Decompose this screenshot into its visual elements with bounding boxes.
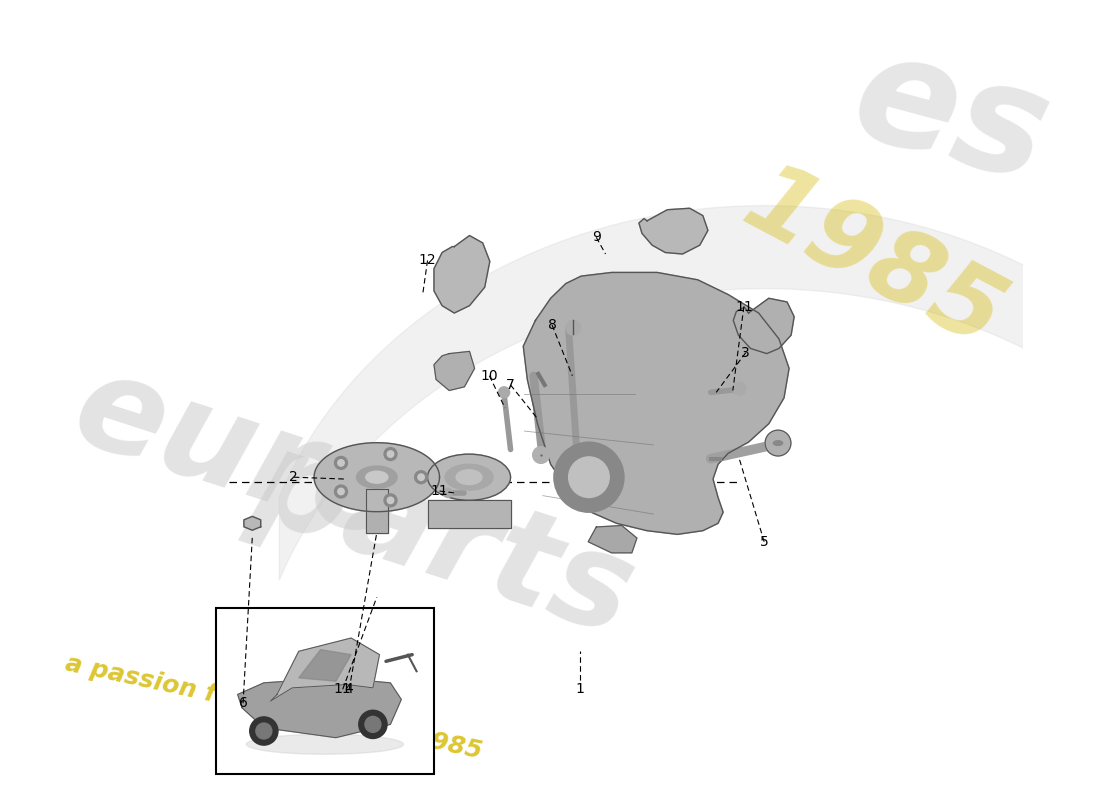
Text: 3: 3	[741, 346, 750, 360]
Text: 11: 11	[333, 682, 352, 696]
Ellipse shape	[356, 466, 397, 488]
Text: 5: 5	[760, 534, 769, 549]
Text: 1: 1	[575, 682, 584, 696]
Circle shape	[334, 485, 348, 498]
Text: 9: 9	[592, 230, 601, 244]
Polygon shape	[434, 351, 474, 390]
Text: 11: 11	[735, 299, 752, 314]
Polygon shape	[428, 500, 510, 528]
Text: 4: 4	[344, 682, 353, 696]
Text: a passion for parts since 1985: a passion for parts since 1985	[63, 651, 484, 763]
Circle shape	[365, 717, 381, 732]
Text: euro: euro	[58, 343, 420, 569]
Text: 7: 7	[506, 378, 515, 392]
Circle shape	[334, 457, 348, 470]
Circle shape	[733, 382, 746, 395]
Polygon shape	[315, 442, 440, 512]
Polygon shape	[524, 273, 789, 534]
Circle shape	[384, 494, 397, 507]
Circle shape	[384, 447, 397, 461]
Text: 6: 6	[239, 696, 248, 710]
Polygon shape	[244, 516, 261, 530]
Polygon shape	[238, 678, 402, 738]
Polygon shape	[734, 298, 794, 354]
Ellipse shape	[365, 471, 388, 483]
Circle shape	[565, 321, 581, 335]
Circle shape	[359, 710, 387, 738]
Circle shape	[554, 442, 624, 512]
Circle shape	[569, 457, 609, 498]
Text: parts: parts	[239, 419, 649, 661]
Polygon shape	[639, 208, 708, 254]
Ellipse shape	[456, 470, 482, 485]
Polygon shape	[299, 650, 351, 682]
Polygon shape	[271, 638, 380, 701]
Circle shape	[338, 460, 344, 466]
Circle shape	[387, 451, 394, 458]
Text: es: es	[838, 20, 1065, 214]
Circle shape	[387, 497, 394, 503]
Polygon shape	[434, 235, 490, 313]
Circle shape	[498, 387, 509, 398]
Circle shape	[338, 488, 344, 494]
Ellipse shape	[446, 464, 493, 490]
Circle shape	[532, 446, 549, 463]
Ellipse shape	[428, 454, 510, 500]
Circle shape	[443, 488, 452, 498]
Text: 1985: 1985	[727, 153, 1019, 369]
Text: 11: 11	[431, 484, 449, 498]
Polygon shape	[365, 489, 388, 533]
Circle shape	[415, 470, 428, 484]
Ellipse shape	[246, 734, 404, 754]
Circle shape	[250, 717, 278, 745]
Text: 8: 8	[548, 318, 557, 332]
Ellipse shape	[773, 441, 782, 446]
Bar	[216, 608, 434, 774]
Text: 12: 12	[419, 254, 437, 267]
Text: 10: 10	[481, 369, 498, 382]
Circle shape	[766, 430, 791, 456]
Polygon shape	[588, 526, 637, 553]
Text: 2: 2	[289, 470, 298, 484]
Circle shape	[418, 474, 425, 481]
Circle shape	[256, 723, 272, 739]
